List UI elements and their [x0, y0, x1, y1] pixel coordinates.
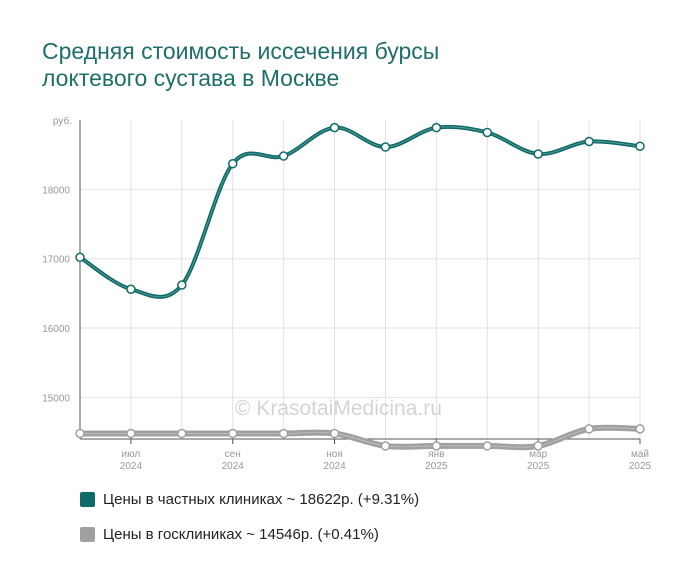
- chart-title-line2: локтевого сустава в Москве: [42, 65, 340, 91]
- legend-item-private: Цены в частных клиниках ~ 18622р. (+9.31…: [80, 491, 419, 508]
- data-point-private: [227, 158, 238, 169]
- data-point-private: [431, 122, 442, 133]
- x-tick-month: июл: [122, 449, 141, 460]
- legend-label-public: Цены в госклиниках ~ 14546р. (+0.41%): [103, 526, 379, 543]
- x-tick-year: 2024: [323, 461, 346, 472]
- y-tick-label: 16000: [42, 324, 70, 335]
- series-line-private: [78, 124, 642, 299]
- x-tick-month: ноя: [326, 449, 343, 460]
- y-tick-label: 17000: [42, 255, 70, 266]
- data-point-public: [584, 424, 594, 434]
- chart-title: Средняя стоимость иссечения бурсы локтев…: [42, 38, 642, 92]
- data-point-private: [584, 136, 594, 147]
- legend-swatch-public: [80, 527, 95, 542]
- data-point-private: [482, 127, 493, 138]
- x-tick-year: 2025: [527, 461, 550, 472]
- x-tick-year: 2025: [425, 461, 448, 472]
- data-point-public: [75, 428, 85, 439]
- x-tick-year: 2024: [222, 461, 245, 472]
- x-tick-month: май: [631, 449, 649, 460]
- legend-swatch-private: [80, 492, 95, 507]
- data-point-public: [278, 428, 289, 439]
- data-point-public: [533, 441, 543, 451]
- x-tick-month: сен: [225, 449, 241, 460]
- legend-label-private: Цены в частных клиниках ~ 18622р. (+9.31…: [103, 491, 420, 508]
- data-point-public: [329, 428, 340, 439]
- watermark: © KrasotaiMedicina.ru: [235, 397, 442, 420]
- y-tick-label: 18000: [42, 185, 70, 196]
- y-unit-label: руб.: [53, 115, 72, 127]
- data-point-private: [533, 149, 543, 159]
- data-point-private: [380, 142, 391, 152]
- x-tick-month: мар: [529, 449, 547, 460]
- data-point-private: [635, 141, 645, 151]
- x-tick-month: янв: [428, 449, 444, 460]
- data-point-public: [227, 428, 238, 439]
- data-point-public: [431, 441, 442, 451]
- x-tick-year: 2024: [120, 461, 143, 472]
- data-point-private: [278, 151, 289, 161]
- chart-title-line1: Средняя стоимость иссечения бурсы: [42, 38, 440, 64]
- data-point-public: [380, 441, 391, 451]
- legend-item-public: Цены в госклиниках ~ 14546р. (+0.41%): [80, 526, 379, 543]
- data-point-private: [75, 252, 85, 263]
- y-tick-label: 15000: [42, 393, 70, 404]
- data-point-public: [482, 441, 493, 451]
- data-point-private: [126, 284, 136, 294]
- data-point-private: [177, 280, 187, 290]
- x-tick-year: 2025: [629, 461, 652, 472]
- series-line-public: [77, 424, 643, 451]
- data-point-public: [126, 428, 136, 439]
- data-point-public: [635, 424, 645, 434]
- data-point-private: [329, 122, 340, 133]
- data-point-public: [177, 428, 187, 439]
